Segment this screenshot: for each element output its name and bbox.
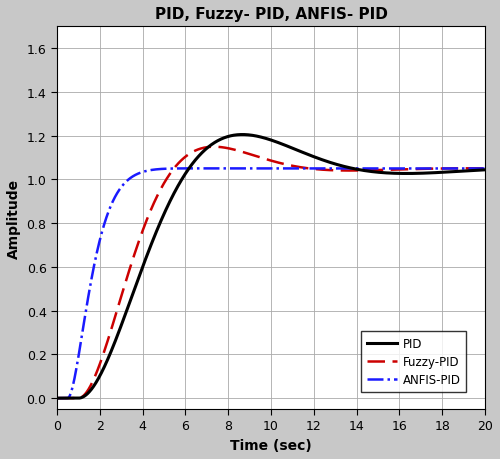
Line: ANFIS-PID: ANFIS-PID bbox=[57, 169, 485, 398]
Title: PID, Fuzzy- PID, ANFIS- PID: PID, Fuzzy- PID, ANFIS- PID bbox=[154, 7, 388, 22]
PID bbox=[482, 168, 488, 173]
Fuzzy-PID bbox=[76, 396, 82, 401]
ANFIS-PID bbox=[392, 166, 398, 172]
Fuzzy-PID bbox=[262, 157, 268, 162]
ANFIS-PID bbox=[76, 352, 82, 358]
Fuzzy-PID bbox=[54, 396, 60, 401]
Fuzzy-PID bbox=[482, 166, 488, 172]
PID bbox=[76, 396, 82, 401]
ANFIS-PID bbox=[470, 166, 476, 172]
PID bbox=[392, 171, 398, 177]
ANFIS-PID bbox=[54, 396, 60, 401]
PID bbox=[470, 168, 476, 174]
Y-axis label: Amplitude: Amplitude bbox=[7, 178, 21, 258]
Line: Fuzzy-PID: Fuzzy-PID bbox=[57, 147, 485, 398]
Fuzzy-PID bbox=[211, 145, 217, 150]
ANFIS-PID bbox=[251, 166, 257, 172]
ANFIS-PID bbox=[482, 166, 488, 172]
PID bbox=[54, 396, 60, 401]
Fuzzy-PID bbox=[470, 166, 476, 172]
ANFIS-PID bbox=[186, 166, 192, 172]
Fuzzy-PID bbox=[251, 153, 257, 159]
ANFIS-PID bbox=[470, 166, 476, 172]
PID bbox=[240, 133, 246, 138]
Legend: PID, Fuzzy-PID, ANFIS-PID: PID, Fuzzy-PID, ANFIS-PID bbox=[361, 332, 467, 392]
Fuzzy-PID bbox=[392, 168, 398, 173]
Line: PID: PID bbox=[57, 135, 485, 398]
Fuzzy-PID bbox=[470, 166, 476, 172]
ANFIS-PID bbox=[262, 166, 268, 172]
PID bbox=[251, 134, 257, 139]
PID bbox=[262, 136, 268, 142]
X-axis label: Time (sec): Time (sec) bbox=[230, 438, 312, 452]
PID bbox=[470, 168, 476, 174]
